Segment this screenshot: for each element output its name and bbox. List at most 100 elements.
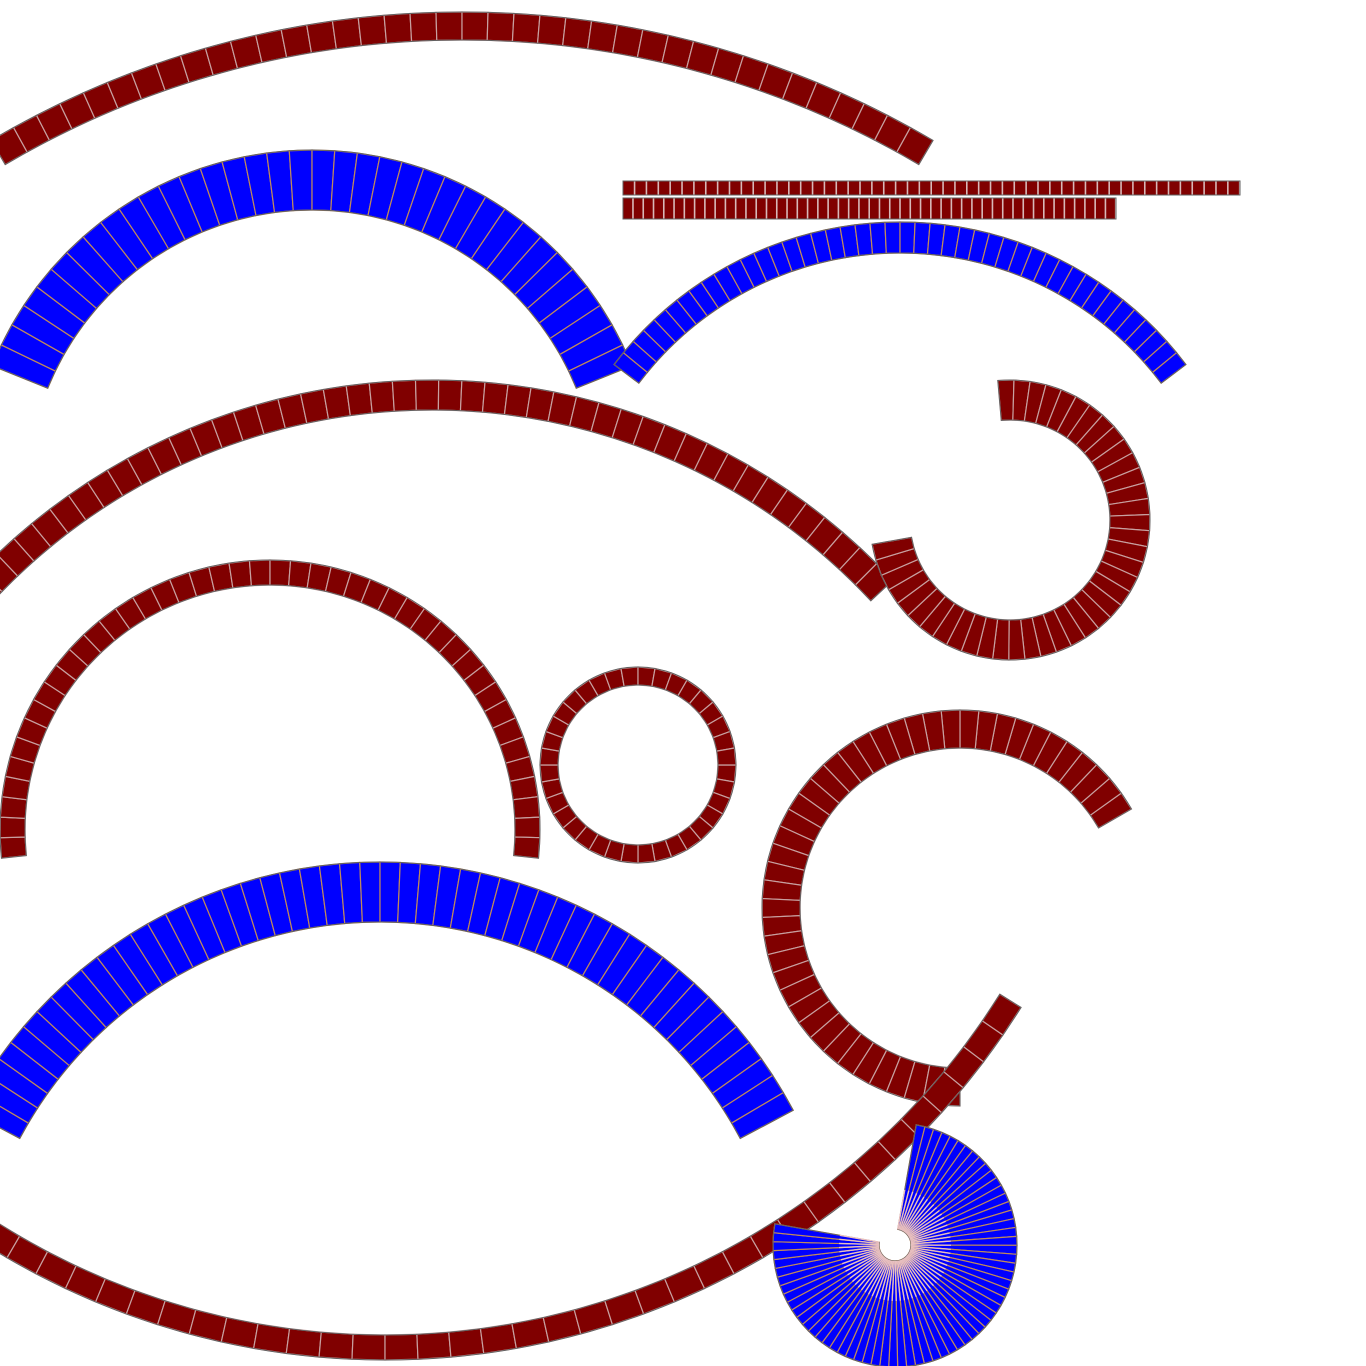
strip-band-top-segment	[812, 180, 825, 196]
arc-band-middle-segment	[345, 382, 373, 417]
arc-band-blue-lower-segment	[359, 861, 381, 923]
strip-band-top-segment	[895, 180, 908, 196]
fan-band-blue-bottom-seam	[901, 1258, 921, 1296]
strip-band-second-segment	[643, 197, 654, 220]
fan-band-blue-bottom-seam	[839, 1246, 880, 1253]
strip-band-second-segment	[1064, 197, 1075, 220]
strip-band-second-segment	[673, 197, 685, 220]
fan-band-blue-bottom-seam	[907, 1213, 943, 1237]
arc-band-bottom-smile-segment	[318, 1331, 354, 1360]
strip-band-top-segment	[954, 180, 967, 196]
arc-band-top-outline	[0, 11, 934, 166]
fan-band-blue-bottom-seam	[860, 1257, 886, 1291]
strip-band-second-segment	[940, 197, 952, 220]
arc-band-left-tall-segment	[248, 559, 271, 587]
strip-band-top-segment	[1108, 180, 1122, 196]
strip-band-top	[622, 180, 1241, 196]
fan-band-blue-bottom-seam	[897, 1260, 906, 1301]
arc-band-middle-segment	[322, 385, 351, 420]
strip-band-second-segment	[735, 197, 747, 220]
fan-band-blue-bottom-seam	[902, 1196, 925, 1232]
arc-band-bottom-smile-segment	[511, 1316, 550, 1350]
fan-band-blue-bottom-seam	[900, 1193, 918, 1231]
fan-band-blue-bottom-outline	[772, 1124, 1018, 1366]
strip-band-top-segment	[1192, 180, 1205, 196]
strip-band-second-segment	[807, 197, 819, 220]
fan-band-blue-bottom-seam	[910, 1247, 950, 1259]
strip-band-top-segment	[1097, 180, 1110, 196]
fan-band-blue-bottom-seam	[910, 1249, 949, 1263]
fan-band-blue-bottom-seam	[906, 1206, 938, 1235]
arc-band-left-tall-segment	[269, 559, 292, 587]
arc-band-bottom-smile-segment	[351, 1333, 386, 1361]
arc-band-bottom-smile-segment	[188, 1309, 228, 1343]
arc-band-bottom-smile-segment	[384, 1333, 419, 1361]
fan-band-blue-bottom-seam	[903, 1257, 928, 1292]
strip-band-top-segment	[1156, 180, 1169, 196]
strip-band-top-segment	[871, 180, 884, 196]
strip-band-top-segment	[1014, 180, 1027, 196]
fan-band-blue-bottom-seam	[900, 1259, 917, 1298]
ring-band-large-open-segment	[959, 709, 980, 750]
strip-band-second-segment	[1002, 197, 1014, 220]
fan-band-blue-bottom-seam	[894, 1260, 897, 1302]
fan-band-blue-bottom-seam	[887, 1260, 894, 1301]
arc-band-left-tall-segment	[228, 560, 253, 589]
strip-band-top-segment	[1037, 180, 1051, 196]
arc-band-blue-upper-right-segment	[884, 221, 901, 254]
strip-band-second-segment	[745, 197, 757, 220]
strip-band-top-segment	[1227, 180, 1240, 196]
strip-band-top-segment	[1215, 180, 1229, 196]
fan-band-blue-bottom-seam	[871, 1259, 890, 1297]
strip-band-top-segment	[836, 180, 849, 196]
strip-band-top-segment	[824, 180, 837, 196]
fan-band-blue-bottom-seam	[910, 1246, 951, 1255]
arc-band-top-segment	[536, 14, 567, 47]
fan-band-blue-bottom-seam	[909, 1250, 948, 1266]
fan-band-blue-bottom-seam	[905, 1204, 935, 1234]
ring-band-open-right-segment	[997, 379, 1015, 421]
fan-band-blue-bottom-seam	[898, 1190, 910, 1230]
arc-band-left-tall-segment	[0, 795, 28, 819]
arc-band-middle-segment	[437, 379, 463, 412]
strip-band-top-segment	[669, 180, 683, 196]
arc-band-bottom-smile-segment	[448, 1328, 485, 1358]
fan-band-blue-bottom-seam	[840, 1248, 880, 1261]
arc-band-blue-upper-right-segment	[899, 221, 916, 254]
fan-band-blue-bottom-seam	[907, 1254, 940, 1281]
strip-band-top-segment	[907, 180, 920, 196]
ring-band-large-open-segment	[761, 897, 801, 919]
strip-band-top-segment	[693, 180, 706, 196]
strip-band-second-segment	[694, 197, 706, 220]
strip-band-second-segment	[776, 197, 788, 220]
fan-band-blue-bottom-seam	[839, 1238, 880, 1245]
strip-band-top-segment	[919, 180, 932, 196]
fan-band-blue-bottom-seam	[849, 1253, 883, 1279]
strip-band-second-segment	[817, 197, 829, 220]
arc-band-middle-segment	[459, 380, 486, 413]
strip-band-second-outline	[622, 197, 1117, 220]
fan-band-blue-bottom-seam	[898, 1260, 910, 1300]
fan-band-blue-bottom-seam	[904, 1256, 931, 1289]
strip-band-top-segment	[658, 180, 671, 196]
strip-band-top-segment	[646, 180, 659, 196]
arc-band-top-segment	[357, 14, 388, 47]
strip-band-second-segment	[797, 197, 808, 220]
arc-band-blue-lower	[0, 861, 795, 1140]
strip-band-second-segment	[1043, 197, 1055, 220]
strip-band-second-segment	[684, 197, 695, 220]
fan-band-blue-bottom-seam	[879, 1260, 892, 1300]
arc-band-middle-outline	[0, 379, 894, 602]
fan-band-blue-bottom-seam	[910, 1228, 949, 1242]
fan-band-blue-bottom-seam	[908, 1216, 945, 1238]
arc-band-top	[0, 11, 934, 166]
fan-band-blue-bottom-seam	[909, 1251, 946, 1270]
strip-band-top-segment	[1203, 180, 1217, 196]
strip-band-top-segment	[1120, 180, 1134, 196]
fan-band-blue-bottom-seam	[903, 1198, 928, 1233]
strip-band-top-segment	[705, 180, 718, 196]
fan-band-blue-bottom-seam	[907, 1210, 940, 1236]
strip-band-top-segment	[717, 180, 730, 196]
strip-band-top-segment	[859, 180, 873, 196]
